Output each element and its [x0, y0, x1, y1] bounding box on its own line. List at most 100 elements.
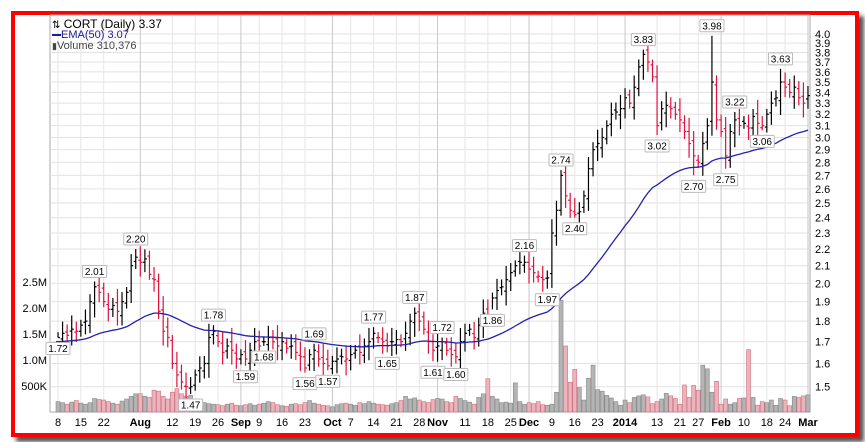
- price-bar: [316, 344, 321, 367]
- price-bar: [417, 302, 422, 331]
- volume-bar: [439, 398, 445, 413]
- price-bar: [760, 116, 765, 131]
- price-bar: [664, 91, 669, 128]
- price-bar: [796, 81, 801, 106]
- date-tick-label: Aug: [130, 417, 151, 429]
- volume-bar: [87, 402, 93, 413]
- volume-bar: [229, 402, 235, 413]
- price-bar: [764, 108, 769, 133]
- price-bar: [472, 321, 477, 350]
- volume-bar: [394, 402, 399, 413]
- volume-bar: [458, 398, 463, 413]
- price-bar: [705, 118, 710, 150]
- volume-bar: [531, 403, 536, 413]
- price-bar: [673, 101, 678, 120]
- price-bar: [659, 101, 664, 131]
- volume-bar: [503, 401, 509, 413]
- volume-bar: [60, 402, 65, 413]
- price-bar: [467, 323, 472, 336]
- price-bar: [504, 265, 509, 306]
- volume-bar: [782, 399, 788, 413]
- volume-bar: [659, 398, 664, 413]
- date-tick-label: 14: [367, 417, 379, 429]
- volume-bar: [590, 364, 596, 413]
- price-annotation: 1.60: [443, 367, 469, 381]
- volume-bar: [563, 345, 568, 413]
- annotation-box: [123, 232, 149, 246]
- volume-bar: [266, 401, 271, 413]
- price-bar: [88, 294, 93, 334]
- volume-bar: [416, 399, 422, 413]
- price-bar: [220, 331, 225, 365]
- price-annotation: 1.47: [178, 398, 204, 412]
- volume-bar: [723, 398, 728, 413]
- price-tick-label: 2.9: [815, 145, 830, 157]
- date-tick-label: 18: [761, 417, 773, 429]
- annotation-label: 2.20: [126, 234, 146, 245]
- volume-bar: [311, 402, 317, 413]
- price-bar: [522, 255, 527, 273]
- price-bar: [609, 102, 614, 137]
- price-annotation: 1.61: [420, 365, 446, 379]
- price-annotation: 3.06: [749, 134, 775, 148]
- volume-bar: [215, 404, 221, 413]
- volume-bar: [750, 397, 756, 413]
- price-bar: [65, 324, 70, 344]
- price-annotation: 3.98: [699, 19, 725, 32]
- annotation-label: 3.22: [725, 98, 745, 109]
- annotation-box: [315, 374, 341, 388]
- volume-bar: [631, 397, 637, 413]
- date-tick-label: 13: [651, 417, 663, 429]
- volume-bar: [682, 384, 687, 413]
- ema-line: [57, 129, 809, 348]
- price-annotation: 1.97: [534, 293, 560, 307]
- price-bar: [801, 82, 806, 118]
- price-bar: [129, 254, 134, 303]
- volume-bar: [695, 389, 701, 413]
- volume-bar: [526, 402, 532, 413]
- date-tick-label: 22: [98, 417, 110, 429]
- price-bar: [668, 97, 673, 119]
- price-bar: [197, 356, 202, 383]
- volume-bar: [714, 381, 719, 413]
- volume-bar: [517, 401, 523, 413]
- volume-bar: [545, 404, 550, 413]
- price-annotation: 3.22: [722, 95, 748, 109]
- volume-bar: [384, 404, 390, 413]
- price-bar: [572, 197, 577, 218]
- price-tick-label: 1.7: [815, 337, 830, 349]
- annotation-box: [45, 341, 71, 355]
- price-bar: [453, 342, 458, 364]
- volume-bar: [110, 402, 116, 413]
- volume-bar: [106, 401, 111, 413]
- volume-bar: [700, 364, 706, 413]
- volume-bar: [636, 395, 642, 413]
- price-bar: [403, 321, 408, 351]
- volume-bar: [325, 405, 331, 413]
- annotation-label: 3.06: [753, 137, 773, 148]
- date-tick-label: 12: [166, 417, 178, 429]
- price-bar: [714, 75, 719, 130]
- price-bar: [549, 219, 554, 288]
- volume-bar: [801, 395, 806, 413]
- price-bar: [632, 75, 637, 120]
- date-tick-label: Dec: [519, 417, 539, 429]
- annotation-box: [232, 370, 258, 384]
- volume-bar: [668, 395, 674, 413]
- date-tick-label: 28: [413, 417, 425, 429]
- volume-bar: [686, 397, 692, 413]
- price-bar: [462, 323, 467, 352]
- annotation-label: 1.72: [432, 323, 452, 334]
- volume-bar: [709, 391, 715, 413]
- price-bar: [156, 273, 161, 319]
- volume-bar: [252, 404, 257, 413]
- price-bar: [581, 190, 586, 213]
- annotation-label: 3.98: [702, 21, 722, 32]
- volume-bar: [650, 403, 655, 413]
- annotation-box: [443, 367, 469, 381]
- price-tick-label: 3.5: [815, 77, 830, 89]
- volume-bar: [572, 369, 578, 413]
- price-bar: [746, 114, 751, 141]
- price-bar: [741, 116, 746, 129]
- price-annotation: 1.59: [232, 370, 258, 384]
